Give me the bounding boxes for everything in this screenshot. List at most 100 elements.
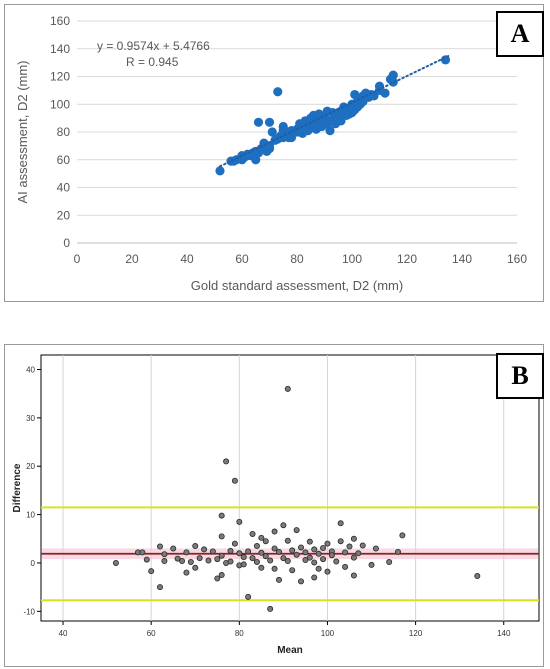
data-point: [271, 545, 278, 552]
data-point: [156, 584, 163, 591]
data-point: [359, 542, 366, 549]
data-point: [236, 518, 243, 525]
chart-a-svg: 0 20 40 60 80 100 120 140 160 0 20 40 60 80 100 120 140 1…: [15, 14, 527, 293]
data-point: [264, 117, 275, 127]
data-point: [201, 546, 208, 553]
data-point: [271, 565, 278, 572]
y-tick-label: 0: [31, 559, 36, 568]
data-point: [179, 558, 186, 565]
data-point: [342, 549, 349, 556]
x-tick-label: 100: [321, 629, 335, 638]
y-tick-label: 30: [26, 414, 35, 423]
data-point: [196, 555, 203, 562]
data-point: [253, 543, 260, 550]
trendline-equation: y = 0.9574x + 5.4766: [97, 39, 210, 53]
data-point: [271, 528, 278, 535]
data-point: [267, 605, 274, 612]
y-tick-label: 100: [50, 97, 70, 111]
chart-panel-a: 0 20 40 60 80 100 120 140 160 0 20 40 60 80 100 120 140 1…: [4, 4, 544, 302]
data-point: [306, 538, 313, 545]
data-point: [218, 533, 225, 540]
data-point: [245, 548, 252, 555]
data-point: [346, 543, 353, 550]
data-point: [293, 527, 300, 534]
data-point: [306, 554, 313, 561]
y-tick-label: 40: [26, 366, 35, 375]
data-point: [253, 117, 264, 127]
chart-b-svg: 40 60 80 100 120 140 -10 0 10 20 30 40 Mean Differenc…: [12, 354, 540, 656]
data-point: [284, 385, 291, 392]
data-point: [231, 540, 238, 547]
data-point: [183, 569, 190, 576]
trendline: [219, 55, 450, 168]
data-point: [324, 540, 331, 547]
data-point: [372, 545, 379, 552]
data-point: [275, 548, 282, 555]
correlation-label: R = 0.945: [126, 55, 179, 69]
data-point: [183, 549, 190, 556]
data-point: [315, 550, 322, 557]
data-point: [258, 549, 265, 556]
data-point: [240, 554, 247, 561]
data-point: [251, 155, 261, 165]
data-point: [227, 558, 234, 565]
x-axis-label: Gold standard assessment, D2 (mm): [191, 278, 403, 293]
y-tick-label: 160: [50, 14, 70, 28]
y-tick-label: 20: [57, 208, 71, 222]
data-point: [262, 553, 269, 560]
data-point: [350, 572, 357, 579]
data-point: [227, 547, 234, 554]
data-point: [264, 144, 275, 154]
data-point: [258, 534, 265, 541]
data-point: [380, 88, 390, 98]
data-point: [218, 512, 225, 519]
x-tick-label: 20: [125, 252, 139, 266]
data-point: [280, 555, 287, 562]
data-point: [289, 567, 296, 574]
data-point: [223, 458, 230, 465]
data-point: [240, 561, 247, 568]
x-tick-label: 40: [180, 252, 194, 266]
data-point: [267, 127, 277, 137]
data-point: [355, 550, 362, 557]
x-tick-label: 100: [342, 252, 362, 266]
data-point: [249, 555, 256, 562]
data-point: [214, 556, 221, 563]
data-point: [298, 544, 305, 551]
data-point: [368, 561, 375, 568]
data-point: [284, 558, 291, 565]
data-point: [311, 546, 318, 553]
data-point: [289, 547, 296, 554]
data-point: [205, 557, 212, 564]
data-point: [273, 87, 283, 97]
x-tick-label: 40: [59, 629, 68, 638]
x-tick-label: 160: [507, 252, 527, 266]
data-point: [328, 552, 335, 559]
data-point: [148, 568, 155, 575]
y-tick-label: 0: [63, 236, 70, 250]
data-point: [474, 573, 481, 580]
data-point: [337, 538, 344, 545]
data-point: [320, 544, 327, 551]
data-point: [249, 530, 256, 537]
data-point: [267, 557, 274, 564]
data-point: [192, 543, 199, 550]
y-tick-label: 140: [50, 42, 70, 56]
data-point: [143, 556, 150, 563]
data-point: [302, 557, 309, 564]
data-point: [394, 548, 401, 555]
data-point: [350, 554, 357, 561]
data-point: [187, 558, 194, 565]
data-point: [337, 520, 344, 527]
data-point: [161, 551, 168, 558]
x-tick-label: 60: [147, 629, 156, 638]
panel-label-b: B: [496, 353, 544, 399]
data-point: [320, 556, 327, 563]
data-point: [236, 550, 243, 557]
y-axis-label: Difference: [12, 463, 23, 512]
data-point: [156, 543, 163, 550]
x-tick-label: 80: [235, 629, 244, 638]
data-point: [214, 575, 221, 582]
data-point: [293, 551, 300, 558]
data-point: [209, 548, 216, 555]
